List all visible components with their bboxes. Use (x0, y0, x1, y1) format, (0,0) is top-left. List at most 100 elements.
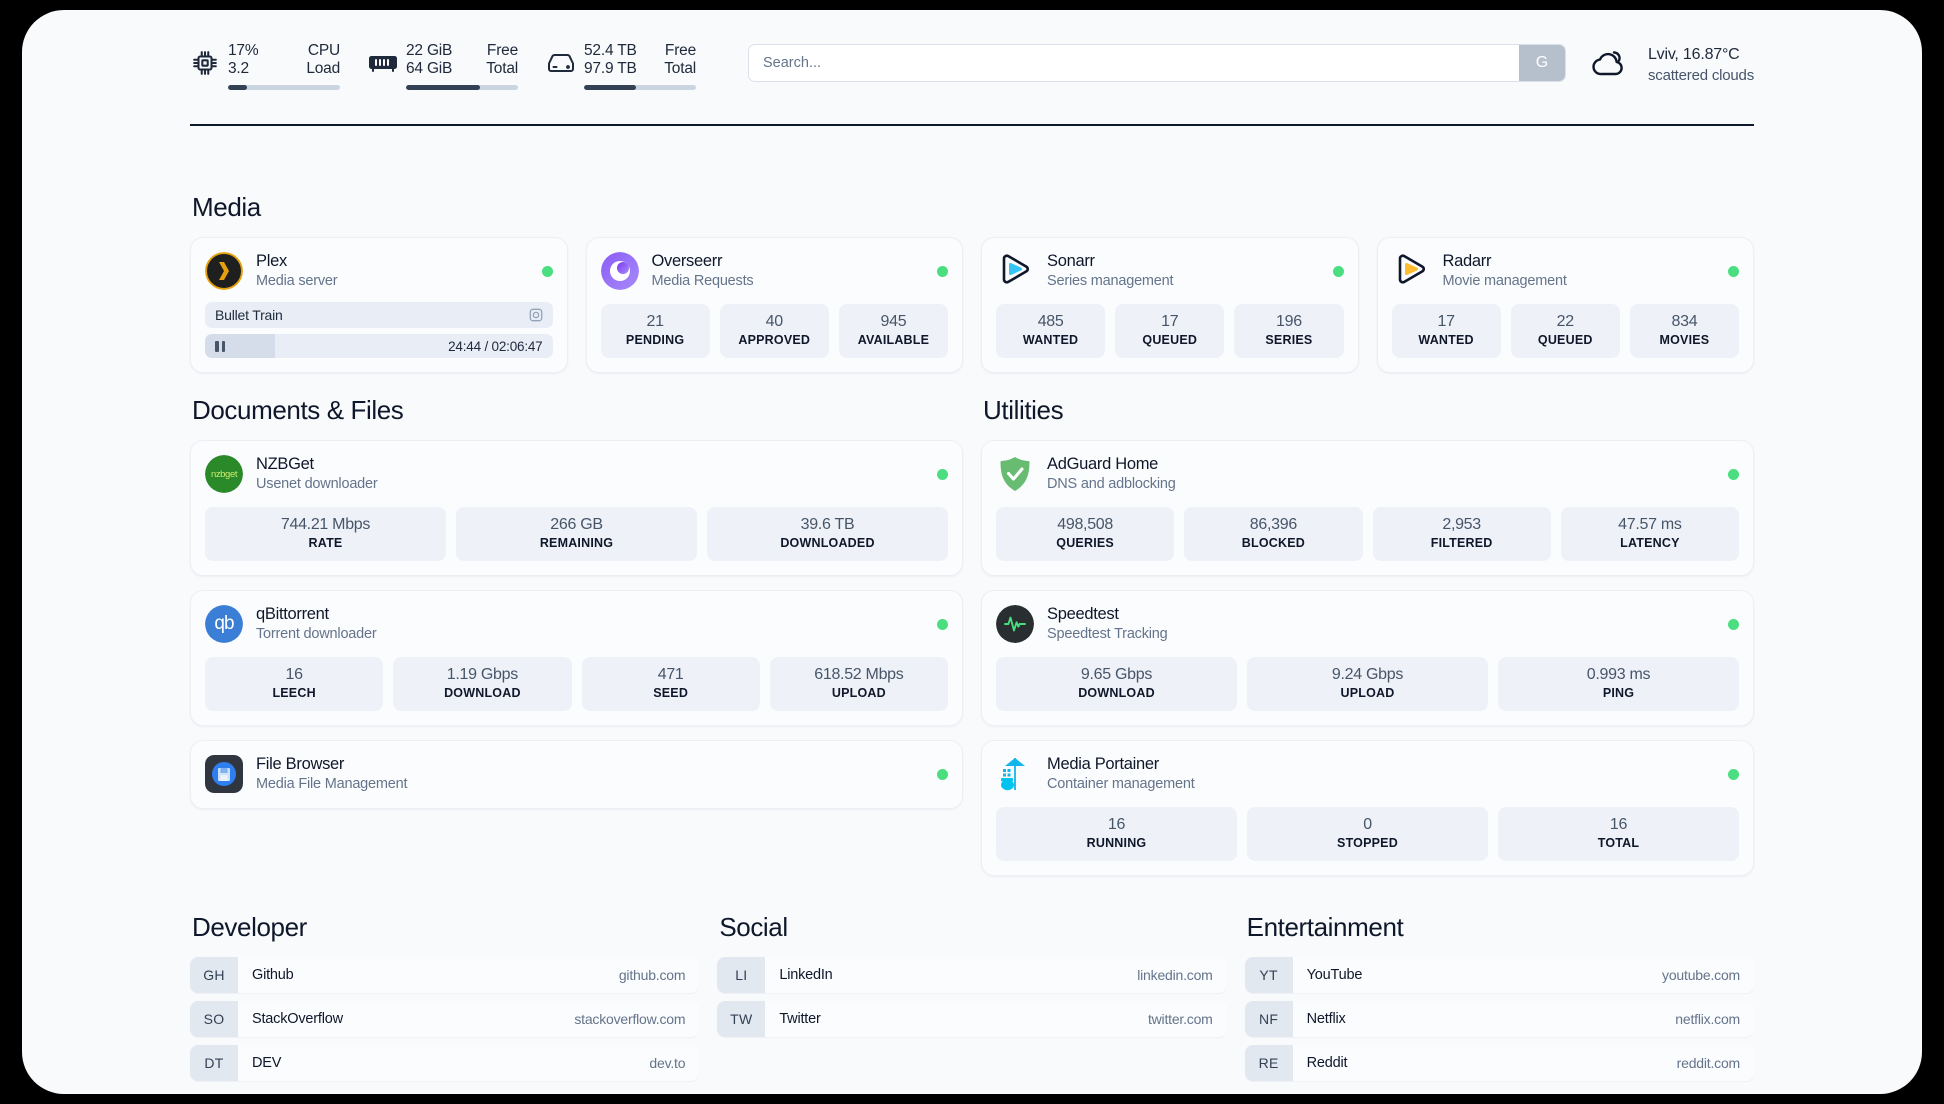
bookmark-item-github[interactable]: GH Github github.com (190, 957, 700, 993)
bookmark-item-netflix[interactable]: NF Netflix netflix.com (1244, 1001, 1754, 1037)
system-stats-group: 17% 3.2 CPU Load 22 GiB 64 GiB Free Total 52.4 T… (190, 42, 724, 90)
service-card-header: Plex Media server (205, 251, 553, 291)
system-stat-label-top: Free (664, 42, 696, 59)
stat-label: DOWNLOAD (444, 686, 521, 700)
stat-value: 471 (657, 666, 684, 683)
bookmark-abbr: DT (190, 1045, 238, 1081)
stat-pending[interactable]: 21 PENDING (600, 304, 710, 358)
stat-wanted[interactable]: 17 WANTED (1391, 304, 1501, 358)
bookmark-name: Github (252, 967, 294, 983)
stat-value: 47.57 ms (1618, 516, 1682, 533)
service-card-file-browser[interactable]: File Browser Media File Management (190, 740, 963, 809)
bookmark-item-twitter[interactable]: TW Twitter twitter.com (717, 1001, 1227, 1037)
service-card-header: qb qBittorrent Torrent downloader (205, 604, 948, 644)
stat-total[interactable]: 16 TOTAL (1498, 807, 1739, 861)
stat-series[interactable]: 196 SERIES (1234, 304, 1344, 358)
search-engine-button[interactable]: G (1518, 45, 1565, 81)
service-card-qbittorrent[interactable]: qb qBittorrent Torrent downloader 16 LEECH 1.… (190, 590, 963, 726)
stat-value: 16 (1107, 816, 1126, 833)
status-indicator-dot (1728, 468, 1739, 480)
stat-queued[interactable]: 22 QUEUED (1510, 304, 1620, 358)
service-card-sonarr[interactable]: Sonarr Series management 485 WANTED 17 QUEUED… (981, 237, 1359, 373)
service-card-speedtest[interactable]: Speedtest Speedtest Tracking 9.65 Gbps DOWN… (981, 590, 1754, 726)
stat-value: 21 (646, 313, 664, 330)
section-title-documents-files: Documents & Files (192, 395, 404, 425)
stat-label: WANTED (1022, 333, 1079, 347)
service-subtitle: Movie management (1442, 273, 1567, 289)
playback-time: 24:44 / 02:06:47 (448, 338, 543, 354)
status-indicator-dot (1728, 618, 1739, 630)
stat-download[interactable]: 9.65 Gbps DOWNLOAD (996, 657, 1237, 711)
stat-ping[interactable]: 0.993 ms PING (1498, 657, 1739, 711)
bookmark-name: YouTube (1306, 967, 1363, 983)
bookmark-name: StackOverflow (252, 1011, 343, 1027)
stat-latency[interactable]: 47.57 ms LATENCY (1560, 507, 1739, 561)
system-stat-block: 52.4 TB 97.9 TB Free Total (584, 42, 696, 90)
weather-temperature: Lviv, 16.87°C (1647, 46, 1740, 63)
bookmark-item-stackoverflow[interactable]: SO StackOverflow stackoverflow.com (190, 1001, 700, 1037)
bookmark-url: youtube.com (1662, 967, 1740, 983)
service-card-media-portainer[interactable]: Media Portainer Container management 16 RUN… (981, 740, 1754, 876)
cast-icon[interactable] (529, 308, 543, 322)
system-stat-label-bottom: Total (664, 60, 696, 77)
service-stats-row: 21 PENDING 40 APPROVED 945 AVAILABLE (600, 304, 949, 358)
bookmark-abbr: SO (190, 1001, 238, 1037)
stat-running[interactable]: 16 RUNNING (996, 807, 1237, 861)
stat-queued[interactable]: 17 QUEUED (1115, 304, 1225, 358)
stat-wanted[interactable]: 485 WANTED (996, 304, 1106, 358)
stat-blocked[interactable]: 86,396 BLOCKED (1184, 507, 1363, 561)
section-title-media: Media (192, 192, 261, 222)
service-stats-row: 498,508 QUERIES 86,396 BLOCKED 2,953 FILTERED… (996, 507, 1739, 561)
stat-label: DOWNLOADED (780, 536, 875, 550)
stat-value: 0 (1363, 816, 1372, 833)
stat-value: 86,396 (1249, 516, 1297, 533)
stat-upload[interactable]: 9.24 Gbps UPLOAD (1247, 657, 1488, 711)
media-card-grid: Plex Media server Bullet Train 24:44 / 02:0… (190, 237, 1754, 373)
bookmark-item-dev[interactable]: DT DEV dev.to (190, 1045, 700, 1081)
stat-movies[interactable]: 834 MOVIES (1629, 304, 1740, 358)
stat-downloaded[interactable]: 39.6 TB DOWNLOADED (707, 507, 948, 561)
bookmark-item-youtube[interactable]: YT YouTube youtube.com (1244, 957, 1754, 993)
adguard-logo (996, 455, 1034, 493)
stat-stopped[interactable]: 0 STOPPED (1247, 807, 1488, 861)
system-stat-memory-ram: 22 GiB 64 GiB Free Total (368, 42, 518, 90)
service-subtitle: Torrent downloader (256, 626, 377, 642)
now-playing-bar: Bullet Train (205, 302, 553, 328)
system-stat-label-bottom: Total (486, 60, 518, 77)
service-card-radarr[interactable]: Radarr Movie management 17 WANTED 22 QUEUED 83… (1376, 237, 1754, 373)
service-card-overseerr[interactable]: Overseerr Media Requests 21 PENDING 40 APPROV… (585, 237, 963, 373)
stat-value: 16 (1609, 816, 1628, 833)
stat-upload[interactable]: 618.52 Mbps UPLOAD (769, 657, 948, 711)
bookmark-url: netflix.com (1675, 1011, 1740, 1027)
search-box[interactable]: G (748, 44, 1566, 82)
service-name: NZBGet (256, 455, 314, 473)
service-subtitle: Usenet downloader (256, 476, 378, 492)
bookmark-name: Netflix (1306, 1011, 1346, 1027)
playback-progress-bar[interactable]: 24:44 / 02:06:47 (205, 334, 553, 358)
stat-rate[interactable]: 744.21 Mbps RATE (205, 507, 446, 561)
bookmark-item-linkedin[interactable]: LI LinkedIn linkedin.com (717, 957, 1227, 993)
stat-remaining[interactable]: 266 GB REMAINING (456, 507, 697, 561)
stat-label: MOVIES (1659, 333, 1710, 347)
service-card-nzbget[interactable]: nzbget NZBGet Usenet downloader 744.21 Mbps… (190, 440, 963, 576)
service-subtitle: Speedtest Tracking (1047, 626, 1168, 642)
stat-queries[interactable]: 498,508 QUERIES (996, 507, 1175, 561)
system-stat-progress-bar (584, 85, 696, 90)
stat-seed[interactable]: 471 SEED (581, 657, 760, 711)
stat-download[interactable]: 1.19 Gbps DOWNLOAD (393, 657, 572, 711)
search-input[interactable] (749, 45, 1519, 81)
stat-leech[interactable]: 16 LEECH (205, 657, 384, 711)
service-card-header: File Browser Media File Management (205, 754, 948, 794)
stat-label: APPROVED (738, 333, 811, 347)
stat-label: QUERIES (1056, 536, 1114, 550)
service-card-plex[interactable]: Plex Media server Bullet Train 24:44 / 02:0… (190, 237, 568, 373)
cpu-chip-icon (190, 46, 220, 80)
stat-label: REMAINING (539, 536, 614, 550)
bookmark-item-reddit[interactable]: RE Reddit reddit.com (1244, 1045, 1754, 1081)
stat-approved[interactable]: 40 APPROVED (719, 304, 829, 358)
stat-available[interactable]: 945 AVAILABLE (838, 304, 949, 358)
pause-icon[interactable] (215, 340, 225, 352)
stat-filtered[interactable]: 2,953 FILTERED (1372, 507, 1551, 561)
service-name: AdGuard Home (1047, 455, 1159, 473)
service-card-adguard-home[interactable]: AdGuard Home DNS and adblocking 498,508 QUE… (981, 440, 1754, 576)
